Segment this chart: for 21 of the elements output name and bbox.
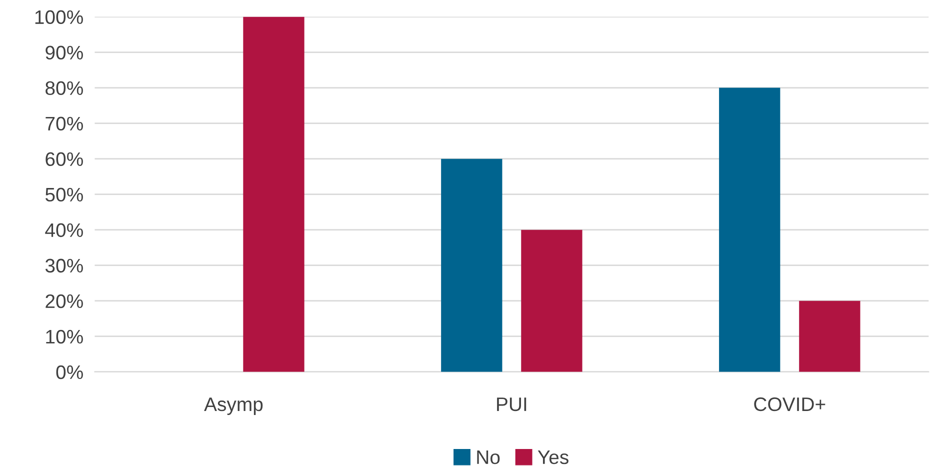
y-tick-label: 30% [45, 258, 83, 273]
y-tick-label: 50% [45, 188, 83, 202]
y-tick-label: 0% [56, 365, 83, 380]
y-tick-label: 10% [46, 330, 83, 344]
bar [799, 300, 860, 372]
legend-label: No [477, 450, 500, 464]
y-tick-label: 100% [35, 10, 83, 24]
y-tick-label: 60% [46, 152, 83, 166]
bar [243, 16, 304, 372]
y-tick-label: 70% [46, 116, 83, 131]
y-tick-label: 80% [46, 81, 83, 96]
bar [719, 88, 780, 372]
x-tick-label: COVID+ [754, 397, 826, 412]
y-tick-label: 20% [46, 294, 83, 308]
x-tick-label: PUI [497, 398, 526, 412]
bar [441, 158, 502, 372]
legend-label: Yes [538, 450, 568, 464]
bar [521, 230, 582, 372]
y-tick-label: 90% [46, 46, 83, 60]
y-tick-label: 40% [45, 223, 83, 238]
x-tick-label: Asymp [204, 398, 263, 415]
